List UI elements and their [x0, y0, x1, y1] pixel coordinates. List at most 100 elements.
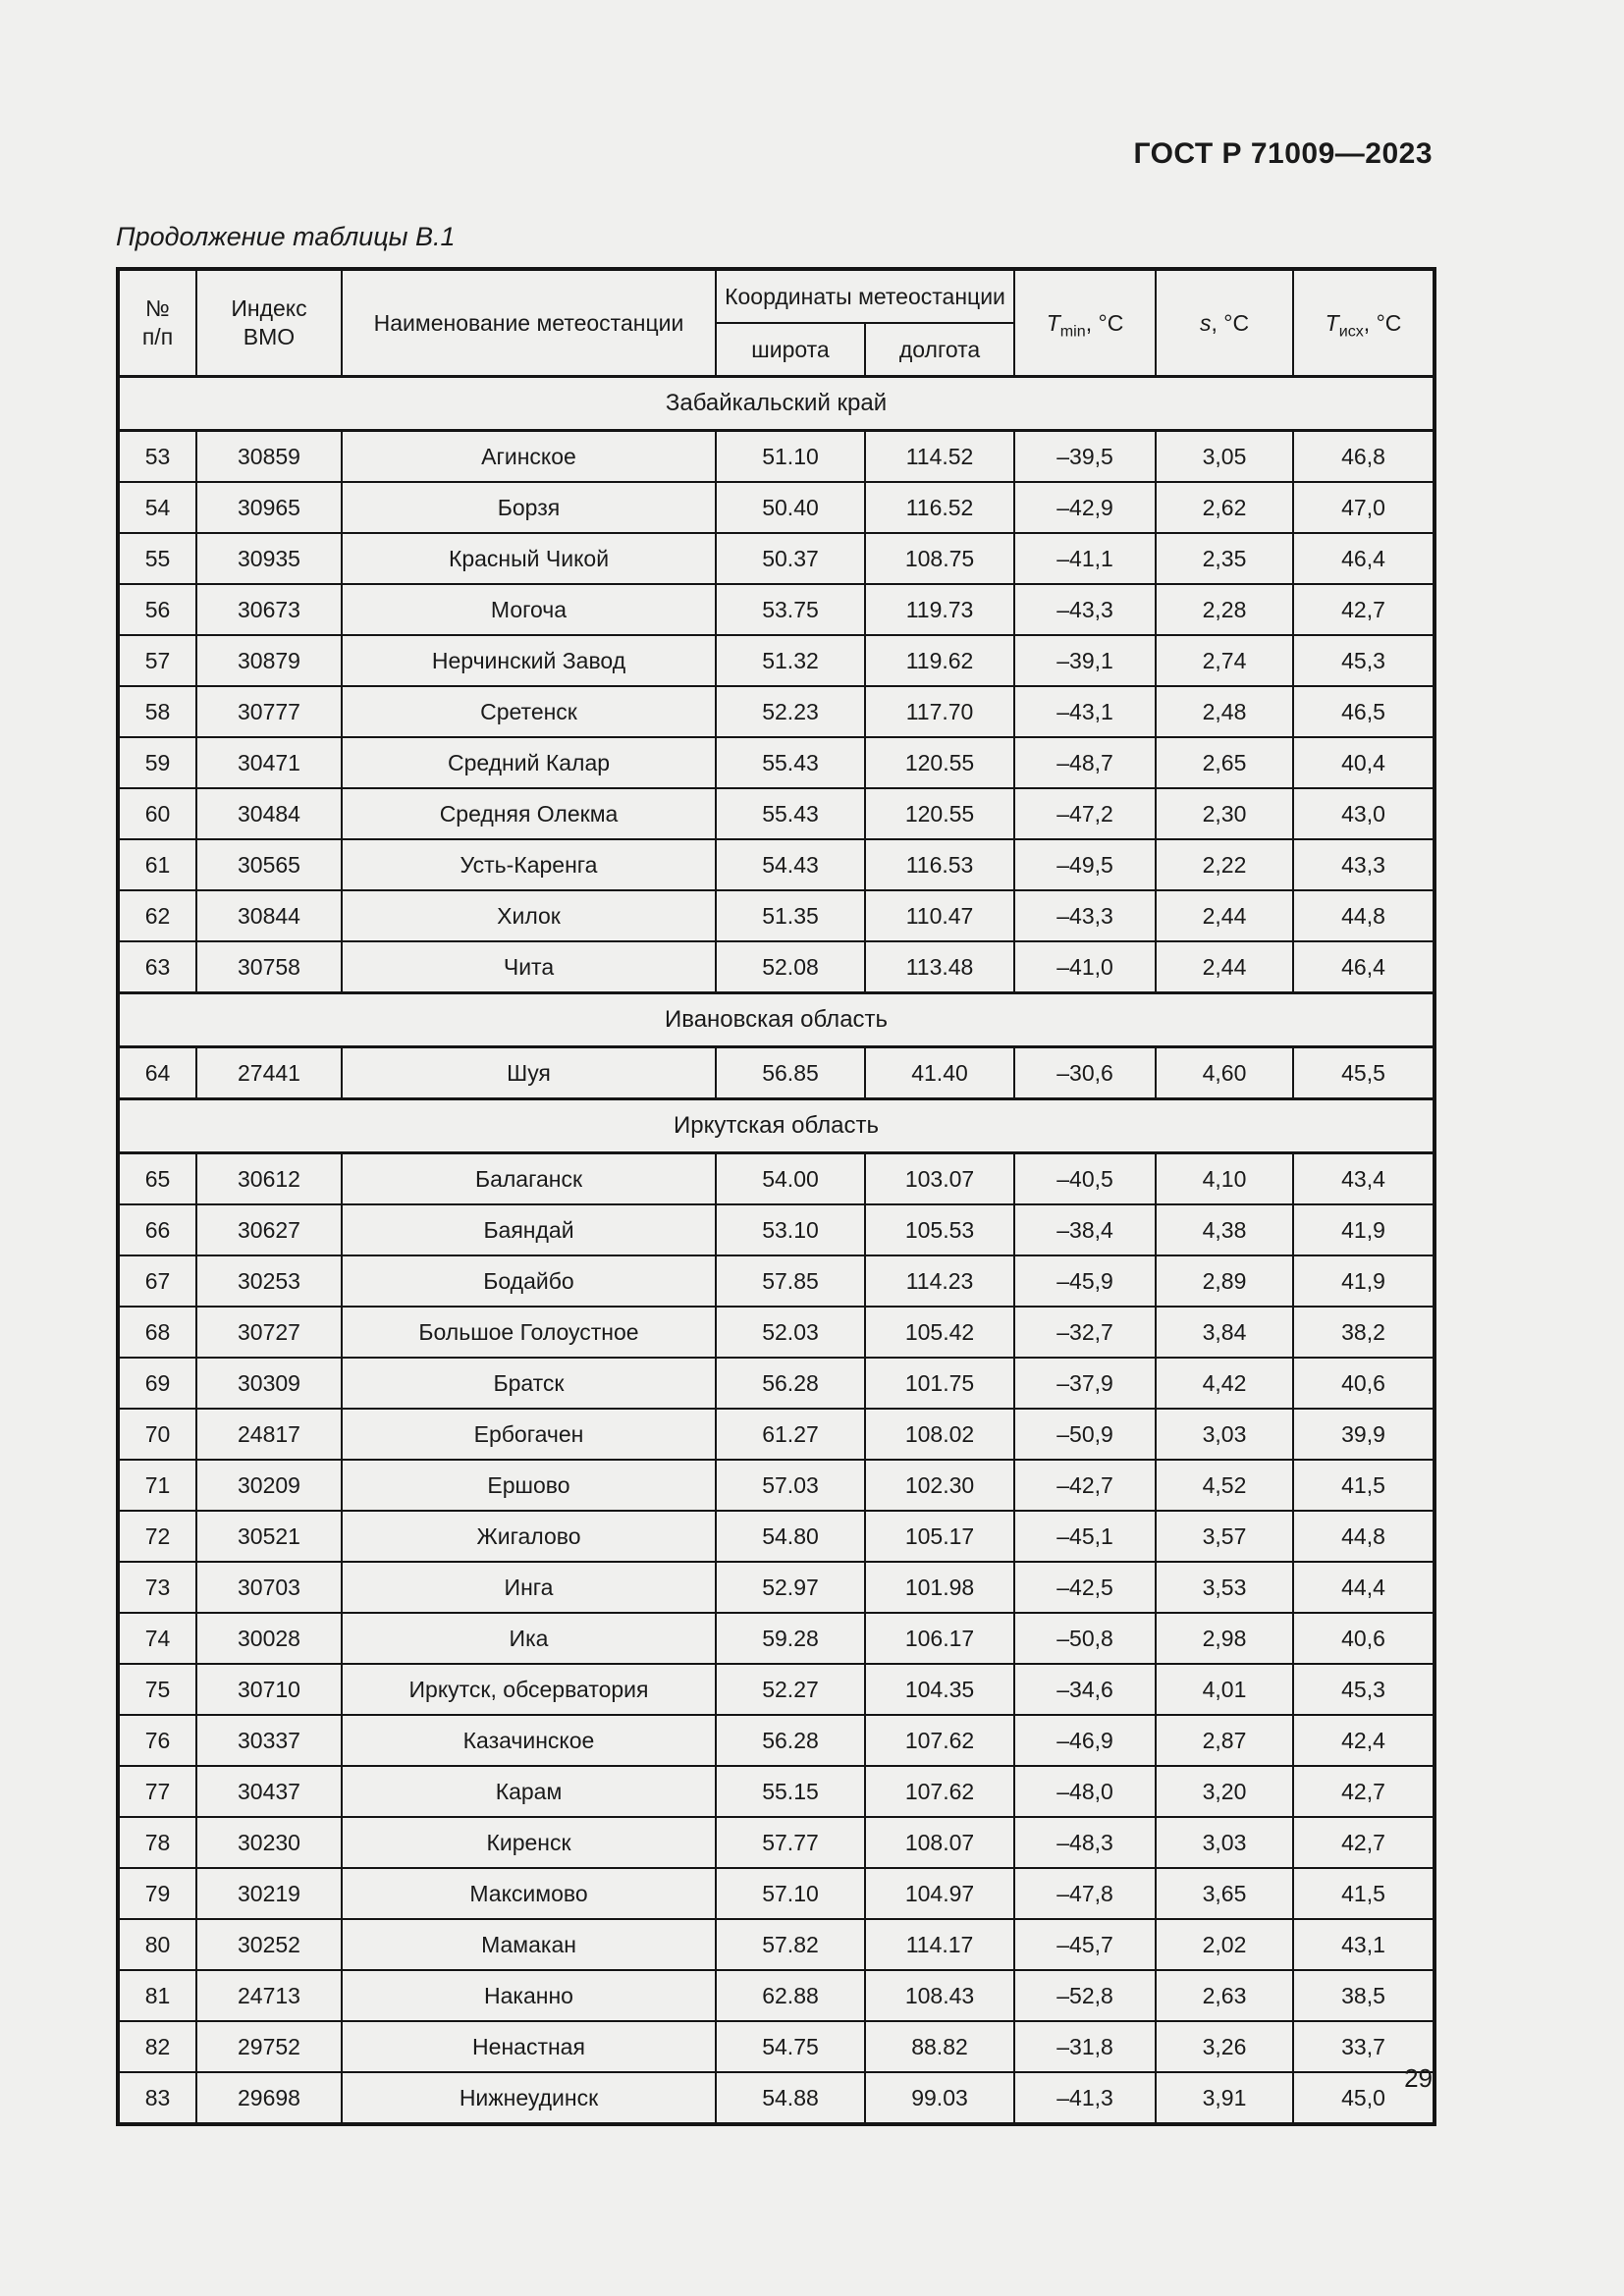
cell-tsrc: 44,4: [1292, 1561, 1436, 1614]
cell-tmin: –39,5: [1013, 429, 1158, 483]
col-header-wmo: Индекс ВМО: [195, 268, 343, 378]
table-row: 63 30758 Чита 52.08 113.48 –41,0 2,44 46…: [117, 940, 1436, 994]
cell-s: 2,22: [1155, 838, 1295, 891]
cell-wmo-index: 30309: [195, 1357, 343, 1410]
cell-latitude: 57.03: [715, 1459, 866, 1512]
cell-wmo-index: 30710: [195, 1663, 343, 1716]
region-label: Забайкальский край: [116, 375, 1436, 432]
cell-row-number: 59: [117, 736, 197, 789]
cell-s: 2,44: [1155, 940, 1295, 994]
cell-tmin: –43,3: [1013, 583, 1158, 636]
table-row: 66 30627 Баяндай 53.10 105.53 –38,4 4,38…: [117, 1203, 1436, 1256]
cell-s: 3,57: [1155, 1510, 1295, 1563]
cell-latitude: 52.03: [715, 1306, 866, 1359]
cell-row-number: 67: [117, 1255, 197, 1308]
cell-longitude: 116.52: [863, 481, 1016, 534]
cell-latitude: 51.10: [715, 429, 866, 483]
cell-tsrc: 42,4: [1292, 1714, 1436, 1767]
cell-s: 3,91: [1155, 2071, 1295, 2125]
table-row: 55 30935 Красный Чикой 50.37 108.75 –41,…: [117, 532, 1436, 585]
cell-station-name: Иркутск, обсерватория: [341, 1663, 717, 1716]
tsrc-subscript: исх: [1338, 322, 1364, 341]
cell-tmin: –52,8: [1013, 1969, 1158, 2022]
cell-station-name: Бодайбо: [341, 1255, 717, 1308]
tsrc-unit: , °С: [1363, 309, 1402, 336]
cell-station-name: Максимово: [341, 1867, 717, 1920]
cell-tsrc: 40,6: [1292, 1612, 1436, 1665]
cell-latitude: 61.27: [715, 1408, 866, 1461]
cell-station-name: Усть-Каренга: [341, 838, 717, 891]
cell-longitude: 110.47: [863, 889, 1016, 942]
table-row: 70 24817 Ербогачен 61.27 108.02 –50,9 3,…: [117, 1408, 1436, 1461]
cell-wmo-index: 30727: [195, 1306, 343, 1359]
cell-longitude: 114.52: [863, 429, 1016, 483]
cell-tsrc: 46,8: [1292, 429, 1436, 483]
cell-tmin: –41,3: [1013, 2071, 1158, 2125]
cell-tsrc: 45,5: [1292, 1045, 1436, 1100]
cell-longitude: 99.03: [863, 2071, 1016, 2125]
cell-row-number: 63: [117, 940, 197, 994]
cell-station-name: Шуя: [341, 1045, 717, 1100]
col-header-wmo-line1: Индекс: [231, 295, 307, 322]
cell-tsrc: 38,2: [1292, 1306, 1436, 1359]
cell-tmin: –47,2: [1013, 787, 1158, 840]
cell-s: 2,65: [1155, 736, 1295, 789]
cell-latitude: 54.00: [715, 1151, 866, 1205]
cell-longitude: 107.62: [863, 1765, 1016, 1818]
cell-longitude: 105.17: [863, 1510, 1016, 1563]
cell-wmo-index: 30879: [195, 634, 343, 687]
col-header-num-line2: п/п: [141, 324, 174, 349]
cell-s: 2,87: [1155, 1714, 1295, 1767]
cell-latitude: 50.37: [715, 532, 866, 585]
cell-wmo-index: 30484: [195, 787, 343, 840]
cell-tsrc: 44,8: [1292, 889, 1436, 942]
cell-station-name: Балаганск: [341, 1151, 717, 1205]
cell-wmo-index: 30965: [195, 481, 343, 534]
cell-latitude: 57.82: [715, 1918, 866, 1971]
cell-s: 2,30: [1155, 787, 1295, 840]
table-row: 69 30309 Братск 56.28 101.75 –37,9 4,42 …: [117, 1357, 1436, 1410]
table-row: 58 30777 Сретенск 52.23 117.70 –43,1 2,4…: [117, 685, 1436, 738]
cell-longitude: 108.75: [863, 532, 1016, 585]
cell-tsrc: 33,7: [1292, 2020, 1436, 2073]
cell-s: 4,38: [1155, 1203, 1295, 1256]
cell-station-name: Казачинское: [341, 1714, 717, 1767]
cell-row-number: 65: [117, 1151, 197, 1205]
col-header-coords: Координаты метеостанции: [714, 268, 1016, 324]
cell-latitude: 56.28: [715, 1714, 866, 1767]
cell-wmo-index: 30673: [195, 583, 343, 636]
cell-latitude: 55.15: [715, 1765, 866, 1818]
cell-station-name: Средний Калар: [341, 736, 717, 789]
table-row: 79 30219 Максимово 57.10 104.97 –47,8 3,…: [117, 1867, 1436, 1920]
tmin-subscript: min: [1059, 322, 1086, 341]
table-row: 82 29752 Ненастная 54.75 88.82 –31,8 3,2…: [117, 2020, 1436, 2073]
table-row: 74 30028 Ика 59.28 106.17 –50,8 2,98 40,…: [117, 1612, 1436, 1665]
cell-row-number: 70: [117, 1408, 197, 1461]
cell-row-number: 80: [117, 1918, 197, 1971]
cell-wmo-index: 30337: [195, 1714, 343, 1767]
cell-s: 3,03: [1155, 1408, 1295, 1461]
cell-latitude: 53.75: [715, 583, 866, 636]
cell-row-number: 56: [117, 583, 197, 636]
cell-tmin: –42,5: [1013, 1561, 1158, 1614]
cell-row-number: 68: [117, 1306, 197, 1359]
table-row: 81 24713 Наканно 62.88 108.43 –52,8 2,63…: [117, 1969, 1436, 2022]
cell-s: 2,62: [1155, 481, 1295, 534]
cell-tmin: –48,3: [1013, 1816, 1158, 1869]
cell-row-number: 81: [117, 1969, 197, 2022]
table-row: 77 30437 Карам 55.15 107.62 –48,0 3,20 4…: [117, 1765, 1436, 1818]
cell-row-number: 71: [117, 1459, 197, 1512]
cell-s: 3,65: [1155, 1867, 1295, 1920]
cell-longitude: 106.17: [863, 1612, 1016, 1665]
cell-s: 4,42: [1155, 1357, 1295, 1410]
cell-row-number: 54: [117, 481, 197, 534]
cell-tmin: –41,1: [1013, 532, 1158, 585]
cell-tmin: –42,9: [1013, 481, 1158, 534]
cell-tsrc: 44,8: [1292, 1510, 1436, 1563]
cell-latitude: 56.28: [715, 1357, 866, 1410]
cell-s: 3,53: [1155, 1561, 1295, 1614]
cell-station-name: Карам: [341, 1765, 717, 1818]
table-row: 68 30727 Большое Голоустное 52.03 105.42…: [117, 1306, 1436, 1359]
cell-station-name: Ербогачен: [341, 1408, 717, 1461]
cell-s: 4,60: [1155, 1045, 1295, 1100]
